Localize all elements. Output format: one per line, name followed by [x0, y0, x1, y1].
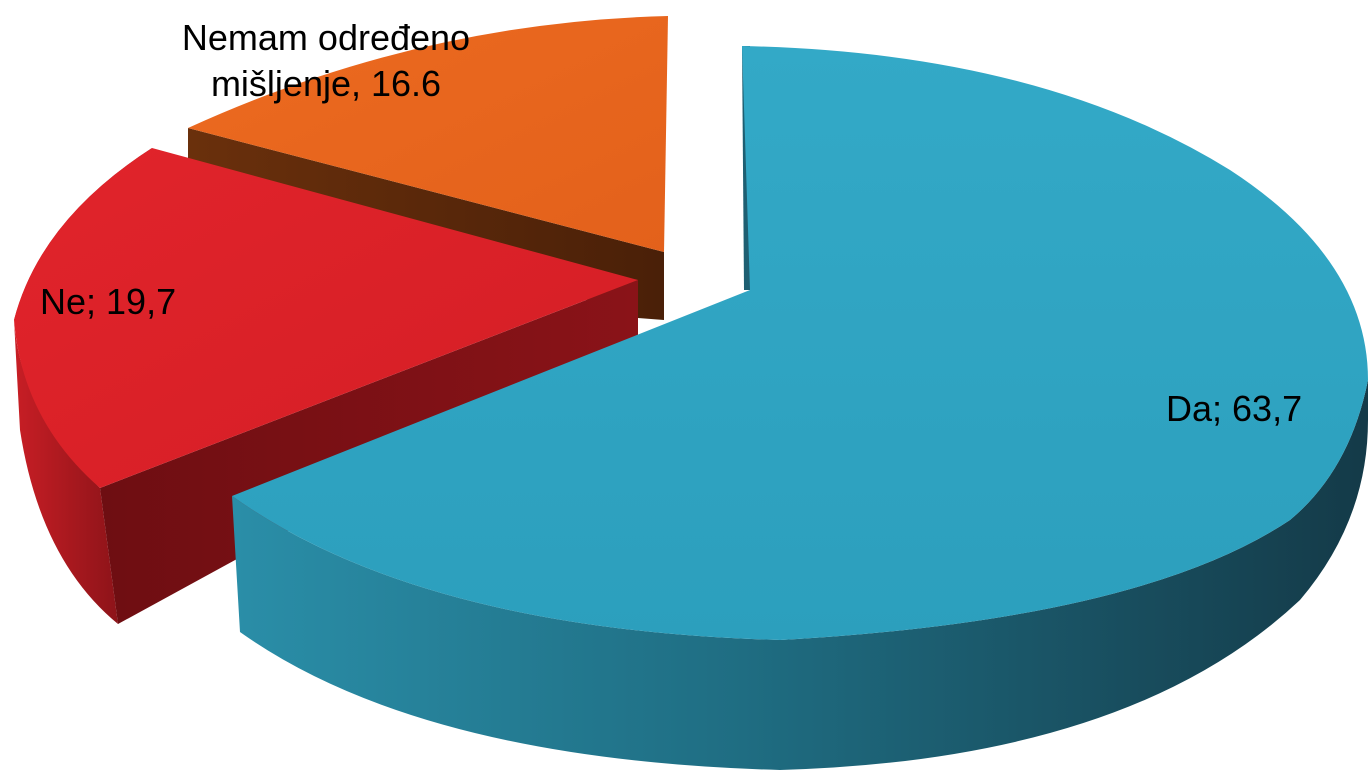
slice-da-top: [232, 46, 1368, 640]
slice-nemam-top: [188, 16, 668, 252]
label-da: Da; 63,7: [1166, 388, 1302, 429]
slice-da-side: [232, 380, 1368, 770]
label-ne: Ne; 19,7: [40, 281, 176, 322]
label-nemam-line2: mišljenje, 16.6: [211, 63, 441, 104]
slice-ne-top: [14, 148, 638, 488]
label-nemam-line1: Nemam određeno: [182, 17, 470, 58]
slice-da: [232, 46, 1368, 770]
